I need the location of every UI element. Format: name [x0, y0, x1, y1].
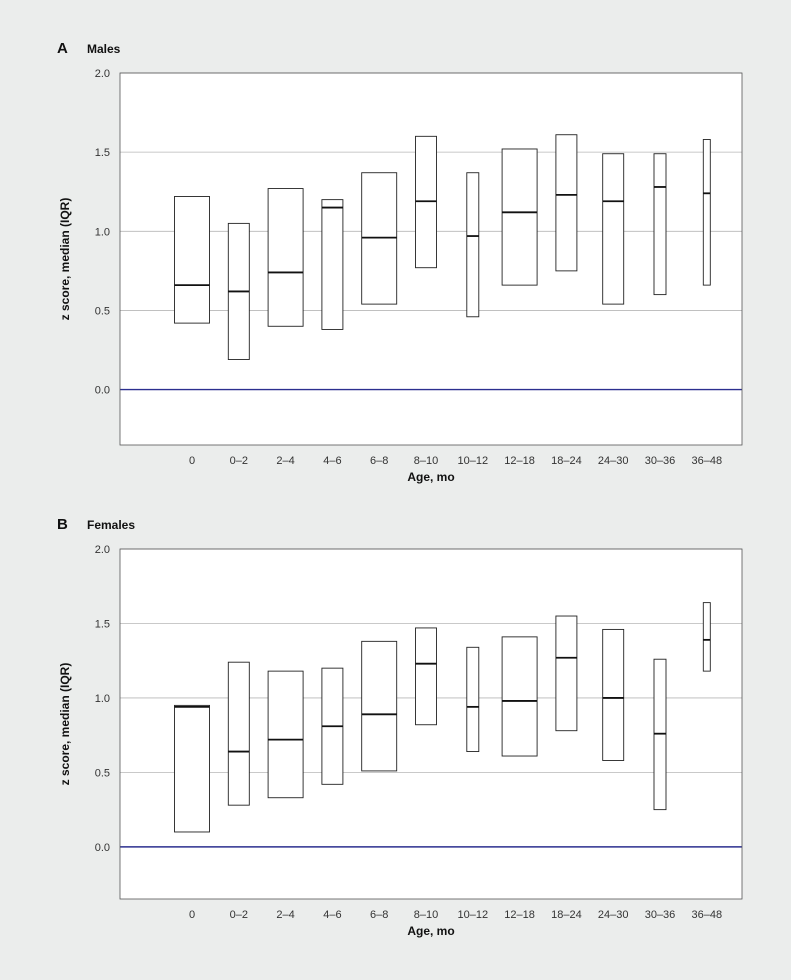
box-10 [653, 153, 667, 296]
box-6 [466, 172, 480, 318]
x-axis-label: Age, mo [407, 470, 454, 484]
box-3 [321, 199, 344, 330]
panel-title: Females [87, 518, 135, 532]
x-tick-label: 8–10 [414, 909, 438, 921]
y-tick-label: 2.0 [95, 68, 110, 80]
panel-males: A Males 0.0 0.5 1.0 1.5 2.0 z score, median (IQ… [57, 40, 743, 484]
box-11 [702, 139, 711, 286]
box-8 [555, 615, 578, 732]
panel-body: A Males 0.0 0.5 1.0 1.5 2.0 z score, median (IQ… [57, 40, 743, 484]
x-tick-label: 8–10 [414, 455, 438, 467]
box-9 [602, 153, 625, 305]
x-tick-label: 4–6 [323, 455, 341, 467]
panel-body: B Females 0.0 0.5 1.0 1.5 2.0 z score, median (… [57, 516, 743, 938]
box-2 [267, 670, 304, 799]
panel-females: B Females 0.0 0.5 1.0 1.5 2.0 z score, median (… [57, 516, 743, 938]
y-tick-label: 1.5 [95, 147, 110, 159]
box-8 [555, 134, 578, 272]
y-tick-label: 0.5 [95, 305, 110, 317]
box-4 [361, 640, 398, 772]
box-0 [174, 704, 210, 833]
box-0 [174, 196, 210, 324]
x-tick-label: 2–4 [276, 455, 294, 467]
box-7 [501, 636, 538, 757]
x-axis-label: Age, mo [407, 924, 454, 938]
y-tick-label: 1.0 [95, 226, 110, 238]
x-tick-label: 30–36 [645, 455, 676, 467]
y-axis-label: z score, median (IQR) [58, 663, 72, 786]
box-5 [415, 627, 437, 726]
box-2 [267, 188, 304, 327]
y-tick-label: 0.0 [95, 385, 110, 397]
x-tick-label: 0 [189, 455, 195, 467]
figure: A Males 0.0 0.5 1.0 1.5 2.0 z score, median (IQ… [7, 7, 784, 973]
chart-svg: A Males 0.0 0.5 1.0 1.5 2.0 z score, median (IQ… [57, 40, 743, 938]
y-tick-label: 0.5 [95, 767, 110, 779]
x-tick-label: 12–18 [504, 909, 535, 921]
x-tick-label: 36–48 [692, 455, 723, 467]
x-tick-label: 2–4 [276, 909, 294, 921]
y-tick-label: 2.0 [95, 544, 110, 556]
x-tick-label: 6–8 [370, 909, 388, 921]
x-tick-label: 24–30 [598, 909, 629, 921]
x-tick-label: 30–36 [645, 909, 676, 921]
x-tick-label: 36–48 [692, 909, 723, 921]
x-tick-label: 0 [189, 909, 195, 921]
x-tick-label: 4–6 [323, 909, 341, 921]
plot-frame [119, 548, 743, 900]
box-9 [602, 628, 625, 761]
y-tick-label: 1.0 [95, 693, 110, 705]
x-tick-label: 18–24 [551, 909, 582, 921]
panel-title: Males [87, 42, 121, 56]
x-tick-label: 0–2 [230, 909, 248, 921]
x-tick-label: 10–12 [458, 455, 489, 467]
box-1 [227, 661, 250, 806]
y-axis-label: z score, median (IQR) [58, 198, 72, 321]
x-tick-label: 12–18 [504, 455, 535, 467]
x-tick-label: 10–12 [458, 909, 489, 921]
box-11 [702, 602, 711, 672]
panel-letter: B [57, 516, 68, 533]
y-tick-label: 0.0 [95, 842, 110, 854]
panel-letter: A [57, 40, 68, 57]
x-tick-label: 6–8 [370, 455, 388, 467]
plot-frame [119, 72, 743, 446]
x-tick-label: 24–30 [598, 455, 629, 467]
x-tick-label: 18–24 [551, 455, 582, 467]
y-tick-label: 1.5 [95, 618, 110, 630]
box-6 [466, 646, 480, 753]
x-tick-label: 0–2 [230, 455, 248, 467]
box-7 [501, 148, 538, 286]
